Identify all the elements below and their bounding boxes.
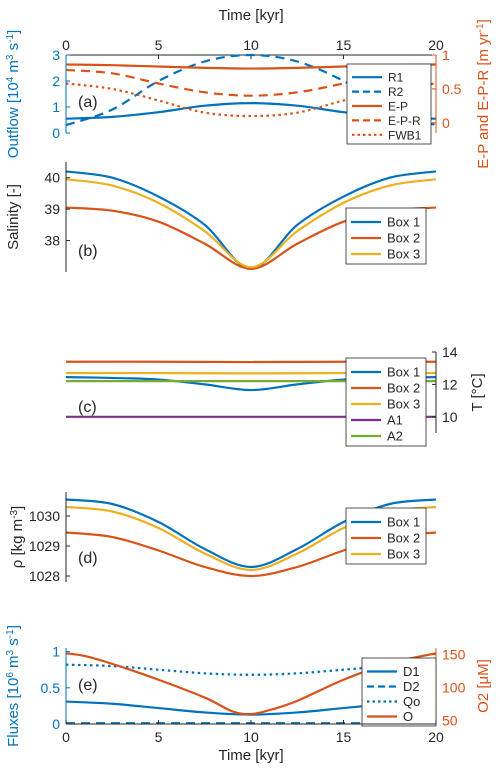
panel-label: (b) [78, 243, 98, 260]
bottom-x-tick-label: 15 [336, 729, 352, 745]
left-y-tick-label: 40 [44, 170, 60, 186]
right-y-tick-label: 150 [442, 647, 466, 663]
legend-entry: Box 1 [387, 515, 420, 530]
legend-box [361, 657, 437, 727]
right-y-tick-label: 1 [442, 47, 450, 63]
left-y-tick-label: 3 [52, 47, 60, 63]
series-line-e-p-r [65, 68, 437, 97]
top-x-axis: 0 5 10 15 20 Time [kyr] [62, 7, 444, 59]
top-x-tick-label: 20 [428, 37, 444, 53]
left-y-tick-label: 2 [52, 73, 60, 89]
legend-entry: Box 1 [387, 365, 420, 380]
legend-entry: Qo [403, 694, 420, 709]
left-y-tick-label: 1029 [29, 538, 60, 554]
bottom-x-tick-label: 0 [62, 729, 70, 745]
bottom-x-tick-label: 5 [155, 729, 163, 745]
bottom-x-tick-label: 10 [243, 729, 259, 745]
right-y-tick-label: 0.5 [442, 81, 462, 97]
legend-entry: Box 3 [387, 247, 420, 262]
right-y-tick-label: 100 [442, 680, 466, 696]
legend-entry: R2 [388, 85, 404, 99]
legend-entry: A2 [387, 429, 403, 444]
series-line-fwb1 [65, 82, 437, 118]
right-y-tick-label: 10 [442, 409, 458, 425]
left-y-axis-title: ρ [kg m-3] [9, 506, 27, 568]
top-x-tick-label: 15 [336, 37, 352, 53]
legend-entry: D1 [403, 664, 420, 679]
left-y-tick-label: 39 [44, 201, 60, 217]
left-y-axis-title: Salinity [-] [5, 184, 22, 250]
right-y-axis-title: E-P and E-P-R [m yr-1] [475, 19, 493, 169]
legend-entry: Box 2 [387, 231, 420, 246]
legend-entry: Box 2 [387, 531, 420, 546]
right-y-tick-label: 12 [442, 376, 458, 392]
left-y-tick-label: 38 [44, 233, 60, 249]
series-line-o [65, 652, 437, 716]
left-y-axis-title: Fluxes [106 m3 s-1] [5, 625, 23, 747]
right-y-tick-label: 0 [442, 115, 450, 131]
series-line-box-3 [65, 178, 437, 269]
legend-entry: Box 1 [387, 215, 420, 230]
legend-entry: FWB1 [388, 128, 422, 142]
left-y-tick-label: 0.5 [41, 680, 61, 696]
legend-entry: A1 [387, 413, 403, 428]
legend-entry: E-P-R [388, 114, 421, 128]
left-y-tick-label: 0 [52, 716, 60, 732]
panel-label: (c) [78, 399, 97, 416]
panel-label: (d) [78, 550, 98, 567]
left-y-tick-label: 1 [52, 99, 60, 115]
legend-entry: R1 [388, 71, 404, 85]
panel-label: (a) [78, 94, 98, 111]
top-x-tick-label: 0 [62, 37, 70, 53]
left-y-axis-title: Outflow [104 m3 s-1] [5, 30, 23, 158]
legend-entry: O [403, 709, 413, 724]
left-y-tick-label: 1030 [29, 508, 60, 524]
legend-entry: D2 [403, 679, 420, 694]
top-x-tick-label: 10 [243, 37, 259, 53]
legend-entry: Box 2 [387, 381, 420, 396]
right-y-axis-title: O2 [μM] [475, 659, 492, 713]
legend-entry: Box 3 [387, 547, 420, 562]
panel-a: 0 1 2 3 Outflow [104 m3 s-1] 0 0.5 1 E-P and E-P… [5, 19, 493, 169]
top-x-axis-title: Time [kyr] [218, 7, 283, 24]
right-y-tick-label: 50 [442, 713, 458, 729]
right-y-tick-label: 14 [442, 344, 458, 360]
bottom-x-axis-title: Time [kyr] [218, 747, 283, 764]
legend-entry: Box 3 [387, 397, 420, 412]
left-y-tick-label: 0 [52, 125, 60, 141]
top-x-tick-label: 5 [155, 37, 163, 53]
legend-box [345, 207, 427, 265]
panel-label: (e) [78, 677, 98, 694]
right-y-axis-title: T [°C] [469, 373, 486, 411]
legend-entry: E-P [388, 100, 408, 114]
bottom-x-axis: 0 5 10 15 20 Time [kyr] [62, 720, 444, 764]
bottom-x-tick-label: 20 [428, 729, 444, 745]
left-y-tick-label: 1028 [29, 568, 60, 584]
left-y-tick-label: 1 [52, 644, 60, 660]
